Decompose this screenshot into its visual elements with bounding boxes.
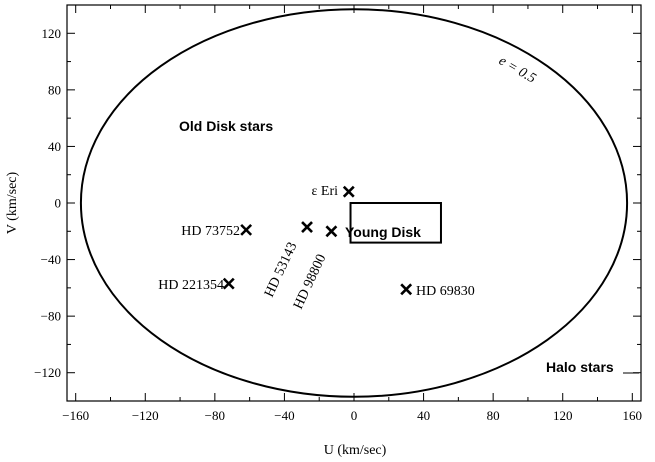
x-tick-label: 40	[417, 408, 430, 423]
marker-stroke	[400, 283, 413, 296]
x-tick-label: 120	[553, 408, 573, 423]
star-marker	[301, 221, 313, 233]
marker-stroke	[240, 223, 253, 236]
x-tick-label: 160	[623, 408, 643, 423]
y-tick-label: 80	[48, 82, 61, 97]
marker-stroke	[325, 225, 338, 238]
star-label-eps-eri: ε Eri	[312, 184, 339, 199]
marker-stroke	[342, 185, 355, 198]
star-marker	[325, 225, 338, 238]
x-tick-label: −160	[62, 408, 89, 423]
axis-ticks	[67, 4, 641, 402]
x-tick-label: −120	[132, 408, 159, 423]
star-label-hd98800: HD 98800	[291, 252, 329, 312]
y-tick-label: 120	[42, 26, 62, 41]
eccentricity-label: e = 0.5	[496, 53, 538, 86]
star-label-hd69830: HD 69830	[416, 284, 475, 299]
axis-tick-labels: −160 −120 −80 −40 0 40 80 120 160 −120 −80 −40 0 40 80…	[34, 26, 642, 423]
young-disk-box	[349, 202, 442, 244]
x-tick-label: −40	[274, 408, 294, 423]
star-marker	[240, 223, 253, 236]
x-tick-label: 0	[351, 408, 358, 423]
old-disk-label: Old Disk stars	[179, 118, 273, 134]
y-axis-title: V (km/sec)	[5, 171, 20, 234]
y-tick-label: −40	[41, 252, 61, 267]
y-tick-label: −120	[34, 365, 61, 380]
x-tick-label: −80	[205, 408, 225, 423]
star-marker	[342, 185, 355, 198]
star-label-hd221354: HD 221354	[158, 278, 224, 293]
young-disk-label: Young Disk	[345, 224, 421, 240]
x-tick-label: 80	[487, 408, 500, 423]
marker-stroke	[301, 221, 313, 233]
star-label-hd53143: HD 53143	[262, 240, 300, 300]
star-markers	[222, 185, 413, 296]
marker-stroke	[222, 277, 235, 290]
y-tick-label: 0	[55, 196, 62, 211]
star-marker	[222, 277, 235, 290]
y-tick-label: −80	[41, 309, 61, 324]
halo-label: Halo stars	[546, 359, 614, 375]
x-axis-title: U (km/sec)	[324, 443, 387, 458]
eccentricity-ellipse	[79, 8, 629, 398]
star-label-hd73752: HD 73752	[181, 224, 240, 239]
star-marker	[400, 283, 413, 296]
y-tick-label: 40	[48, 139, 61, 154]
